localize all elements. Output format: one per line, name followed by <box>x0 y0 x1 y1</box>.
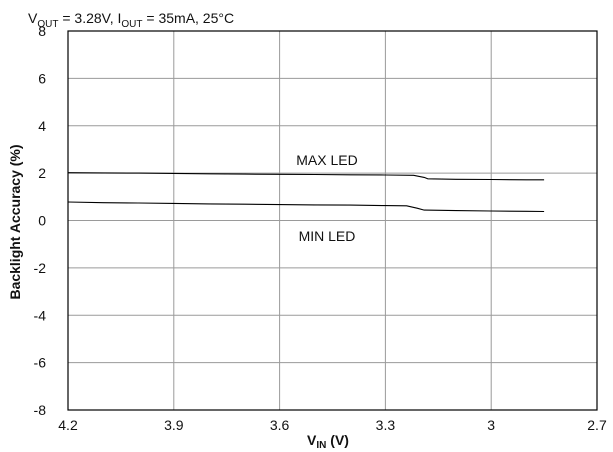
series-lines <box>67 172 545 213</box>
title-v-subscript: OUT <box>37 19 58 30</box>
x-axis-title-subscript: IN <box>316 440 326 451</box>
x-tick-label: 2.7 <box>587 417 607 433</box>
x-tick-labels: 4.2 3.9 3.6 3.3 3 2.7 <box>58 417 607 433</box>
x-axis-title: VIN (V) <box>307 432 349 451</box>
y-tick-label: 4 <box>38 118 46 134</box>
x-tick-label: 3 <box>487 417 495 433</box>
grid-lines <box>67 30 598 411</box>
x-tick-label: 3.6 <box>270 417 290 433</box>
y-tick-label: 2 <box>38 165 46 181</box>
y-tick-label: 8 <box>38 23 46 39</box>
y-tick-label: -2 <box>34 260 47 276</box>
x-axis-title-unit: (V) <box>326 432 349 448</box>
series-line-max-led <box>67 172 545 181</box>
x-tick-label: 3.9 <box>164 417 184 433</box>
title-i-rest: = 35mA, 25°C <box>143 10 235 26</box>
x-axis-title-main: V <box>307 432 317 448</box>
max-led-label: MAX LED <box>296 152 357 168</box>
y-tick-label: 0 <box>38 213 46 229</box>
plot-area-border <box>67 30 598 411</box>
y-tick-labels: 8 6 4 2 0 -2 -4 -6 -8 <box>34 23 47 418</box>
title-v-rest: = 3.28V, I <box>58 10 121 26</box>
y-tick-label: -6 <box>34 355 47 371</box>
min-led-label: MIN LED <box>299 228 356 244</box>
x-tick-label: 3.3 <box>376 417 396 433</box>
title-i-subscript: OUT <box>121 19 142 30</box>
series-line-min-led <box>67 201 545 213</box>
y-axis-title: Backlight Accuracy (%) <box>7 144 23 299</box>
y-tick-label: -8 <box>34 402 47 418</box>
x-tick-label: 4.2 <box>58 417 78 433</box>
y-tick-label: 6 <box>38 70 46 86</box>
title-v: V <box>28 10 38 26</box>
y-tick-label: -4 <box>34 307 47 323</box>
chart-title: VOUT = 3.28V, IOUT = 35mA, 25°C <box>28 10 234 30</box>
